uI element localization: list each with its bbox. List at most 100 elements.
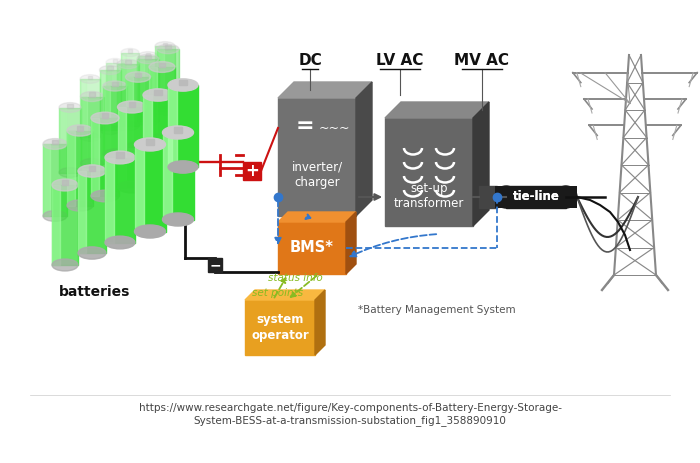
Polygon shape (155, 46, 161, 104)
Polygon shape (78, 171, 106, 253)
Polygon shape (113, 59, 117, 63)
Text: system
operator: system operator (251, 313, 309, 342)
Polygon shape (125, 77, 150, 147)
Polygon shape (77, 126, 83, 131)
Polygon shape (134, 144, 144, 232)
Polygon shape (99, 70, 120, 130)
Polygon shape (129, 102, 136, 107)
Text: System-BESS-at-a-transmission-substation_fig1_358890910: System-BESS-at-a-transmission-substation… (194, 416, 506, 426)
Polygon shape (117, 64, 124, 126)
Ellipse shape (555, 186, 577, 208)
Ellipse shape (91, 190, 119, 202)
Ellipse shape (138, 110, 158, 119)
Polygon shape (149, 67, 175, 139)
Polygon shape (168, 85, 198, 167)
Polygon shape (245, 300, 315, 355)
Polygon shape (165, 45, 171, 49)
Polygon shape (162, 132, 172, 219)
Polygon shape (52, 140, 58, 144)
Text: −: − (209, 258, 220, 272)
Polygon shape (278, 98, 356, 216)
Ellipse shape (149, 134, 175, 144)
Ellipse shape (80, 158, 104, 169)
Polygon shape (43, 144, 50, 216)
Polygon shape (78, 171, 86, 253)
Ellipse shape (143, 89, 173, 101)
Polygon shape (112, 82, 118, 86)
Polygon shape (99, 70, 106, 130)
Ellipse shape (162, 213, 193, 226)
Polygon shape (62, 180, 68, 185)
Polygon shape (146, 139, 154, 144)
Polygon shape (128, 49, 132, 52)
Bar (506, 186, 566, 208)
Ellipse shape (495, 186, 517, 208)
Text: *Battery Management System: *Battery Management System (358, 305, 516, 315)
Ellipse shape (137, 116, 159, 125)
Polygon shape (89, 93, 95, 96)
Polygon shape (52, 185, 60, 265)
Ellipse shape (52, 179, 78, 191)
Ellipse shape (137, 54, 159, 63)
Polygon shape (157, 49, 164, 111)
Polygon shape (179, 80, 187, 85)
Polygon shape (143, 95, 152, 177)
Polygon shape (103, 86, 110, 154)
Polygon shape (89, 166, 95, 171)
Polygon shape (157, 49, 179, 111)
Polygon shape (315, 290, 325, 355)
Polygon shape (118, 107, 126, 187)
Polygon shape (149, 67, 157, 139)
Polygon shape (80, 79, 100, 137)
Ellipse shape (138, 52, 158, 60)
Polygon shape (146, 52, 150, 56)
Polygon shape (67, 131, 75, 206)
Polygon shape (155, 46, 175, 104)
Polygon shape (88, 75, 92, 79)
Polygon shape (125, 60, 131, 64)
Ellipse shape (80, 75, 100, 83)
Ellipse shape (125, 72, 150, 82)
Ellipse shape (99, 125, 120, 134)
Polygon shape (105, 157, 114, 243)
Polygon shape (146, 55, 150, 59)
Polygon shape (52, 185, 78, 265)
Polygon shape (103, 86, 127, 154)
Polygon shape (108, 66, 113, 70)
Polygon shape (118, 107, 146, 187)
Ellipse shape (118, 181, 146, 193)
Polygon shape (159, 63, 165, 67)
Ellipse shape (80, 133, 100, 141)
Polygon shape (67, 104, 73, 107)
Text: =: = (296, 116, 314, 136)
Ellipse shape (59, 103, 81, 113)
Ellipse shape (121, 103, 139, 112)
Ellipse shape (106, 113, 124, 122)
Ellipse shape (149, 62, 175, 72)
Polygon shape (59, 107, 66, 173)
Polygon shape (91, 118, 99, 196)
Polygon shape (116, 152, 124, 157)
Polygon shape (385, 118, 473, 226)
Ellipse shape (162, 126, 193, 139)
Text: tie-line: tie-line (512, 190, 559, 204)
Polygon shape (278, 222, 346, 274)
Polygon shape (91, 118, 119, 196)
Ellipse shape (105, 236, 135, 249)
Polygon shape (162, 132, 193, 219)
Polygon shape (278, 212, 356, 222)
Ellipse shape (80, 92, 104, 101)
Polygon shape (385, 102, 489, 118)
Polygon shape (67, 131, 93, 206)
Ellipse shape (157, 106, 179, 116)
Ellipse shape (134, 225, 165, 238)
Ellipse shape (117, 59, 139, 69)
Polygon shape (135, 73, 141, 77)
Polygon shape (137, 59, 159, 121)
Text: ~~~: ~~~ (318, 121, 350, 134)
Polygon shape (117, 64, 139, 126)
Ellipse shape (105, 151, 135, 164)
Ellipse shape (168, 161, 198, 173)
Polygon shape (59, 107, 81, 173)
Ellipse shape (59, 168, 81, 177)
